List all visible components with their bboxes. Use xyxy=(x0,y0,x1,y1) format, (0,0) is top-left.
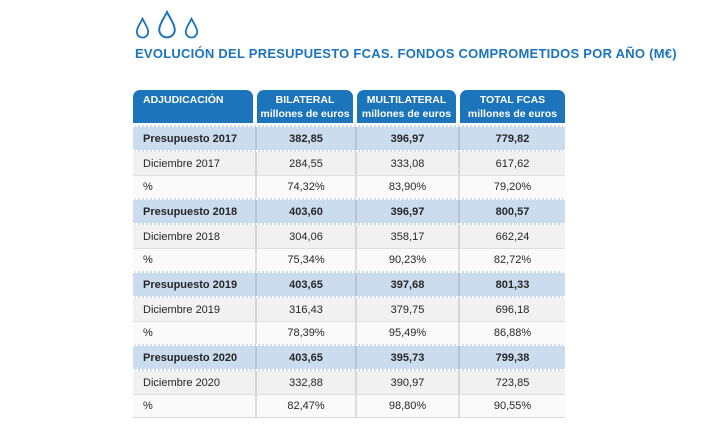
total-value-cell: 696,18 xyxy=(495,303,530,316)
total-value-cell: 779,82 xyxy=(495,132,530,145)
column-header-adjudicacion: ADJUDICACIÓN xyxy=(133,90,253,123)
multilateral-value-cell: 95,49% xyxy=(357,322,460,344)
bilateral-value-cell: 82,47% xyxy=(257,395,357,417)
table-header-row: ADJUDICACIÓN BILATERAL millones de euros… xyxy=(133,90,565,123)
bilateral-value-cell: 316,43 xyxy=(257,298,357,321)
table-row-diciembre-2017: Diciembre 2017 284,55 333,08 617,62 xyxy=(133,152,565,175)
page-title: EVOLUCIÓN DEL PRESUPUESTO FCAS. FONDOS C… xyxy=(135,46,677,61)
bilateral-value-cell: 78,39% xyxy=(257,322,357,344)
table-body: Presupuesto 2017 382,85 396,97 779,82 Di… xyxy=(133,125,565,418)
table-row-percent-2019: % 78,39% 95,49% 86,88% xyxy=(133,321,565,344)
bilateral-value-cell: 382,85 xyxy=(257,127,357,150)
total-value-cell: 723,85 xyxy=(495,376,530,389)
column-header-bilateral: BILATERAL millones de euros xyxy=(257,90,353,123)
total-value-cell: 86,88% xyxy=(493,327,532,339)
budget-table: ADJUDICACIÓN BILATERAL millones de euros… xyxy=(133,90,565,418)
table-row-diciembre-2019: Diciembre 2019 316,43 379,75 696,18 xyxy=(133,298,565,321)
drop-icon xyxy=(184,17,199,39)
row-label-cell: % xyxy=(133,176,257,198)
row-label-cell: % xyxy=(133,395,257,417)
column-sublabel: millones de euros xyxy=(467,107,558,120)
row-label-cell: Diciembre 2017 xyxy=(133,152,257,175)
column-header-multilateral: MULTILATERAL millones de euros xyxy=(357,90,456,123)
table-row-presupuesto-2019: Presupuesto 2019 403,65 397,68 801,33 xyxy=(133,271,565,298)
multilateral-value-cell: 379,75 xyxy=(357,298,460,321)
multilateral-value-cell: 397,68 xyxy=(357,273,460,296)
multilateral-value-cell: 390,97 xyxy=(357,371,460,394)
multilateral-value-cell: 333,08 xyxy=(357,152,460,175)
bilateral-value-cell: 304,06 xyxy=(257,225,357,248)
multilateral-value-cell: 396,97 xyxy=(357,200,460,223)
table-row-percent-2020: % 82,47% 98,80% 90,55% xyxy=(133,394,565,417)
multilateral-value-cell: 90,23% xyxy=(357,249,460,271)
total-value-cell: 82,72% xyxy=(493,254,532,266)
row-label-cell: Presupuesto 2018 xyxy=(133,200,257,223)
multilateral-value-cell: 98,80% xyxy=(357,395,460,417)
table-row-presupuesto-2018: Presupuesto 2018 403,60 396,97 800,57 xyxy=(133,198,565,225)
table-row-presupuesto-2020: Presupuesto 2020 403,65 395,73 799,38 xyxy=(133,344,565,371)
multilateral-value-cell: 395,73 xyxy=(357,346,460,369)
bilateral-value-cell: 403,65 xyxy=(257,273,357,296)
multilateral-value-cell: 396,97 xyxy=(357,127,460,150)
total-value-cell: 800,57 xyxy=(495,205,530,218)
column-label: MULTILATERAL xyxy=(366,94,447,106)
table-row-percent-2018: % 75,34% 90,23% 82,72% xyxy=(133,248,565,271)
drop-icon xyxy=(135,17,150,39)
document-header: EVOLUCIÓN DEL PRESUPUESTO FCAS. FONDOS C… xyxy=(135,8,680,61)
total-value-cell: 79,20% xyxy=(493,181,532,193)
table-row-diciembre-2020: Diciembre 2020 332,88 390,97 723,85 xyxy=(133,371,565,394)
bilateral-value-cell: 332,88 xyxy=(257,371,357,394)
column-sublabel: millones de euros xyxy=(361,107,452,120)
bilateral-value-cell: 74,32% xyxy=(257,176,357,198)
total-value-cell: 801,33 xyxy=(495,278,530,291)
multilateral-value-cell: 83,90% xyxy=(357,176,460,198)
row-label-cell: % xyxy=(133,249,257,271)
total-value-cell: 617,62 xyxy=(495,157,530,170)
table-row-presupuesto-2017: Presupuesto 2017 382,85 396,97 779,82 xyxy=(133,125,565,152)
table-row-percent-2017: % 74,32% 83,90% 79,20% xyxy=(133,175,565,198)
row-label-cell: Diciembre 2018 xyxy=(133,225,257,248)
row-label-cell: % xyxy=(133,322,257,344)
row-label-cell: Diciembre 2019 xyxy=(133,298,257,321)
bilateral-value-cell: 284,55 xyxy=(257,152,357,175)
total-value-cell: 90,55% xyxy=(493,400,532,412)
column-sublabel: millones de euros xyxy=(260,107,350,120)
drop-icon xyxy=(158,10,176,39)
bilateral-value-cell: 403,60 xyxy=(257,200,357,223)
table-row-diciembre-2018: Diciembre 2018 304,06 358,17 662,24 xyxy=(133,225,565,248)
row-label-cell: Presupuesto 2019 xyxy=(133,273,257,296)
total-value-cell: 662,24 xyxy=(495,230,530,243)
multilateral-value-cell: 358,17 xyxy=(357,225,460,248)
column-label: BILATERAL xyxy=(275,94,335,106)
column-header-total-fcas: TOTAL FCAS millones de euros xyxy=(460,90,565,123)
column-label: TOTAL FCAS xyxy=(479,94,546,106)
row-label-cell: Diciembre 2020 xyxy=(133,371,257,394)
row-label-cell: Presupuesto 2017 xyxy=(133,127,257,150)
bilateral-value-cell: 403,65 xyxy=(257,346,357,369)
total-value-cell: 799,38 xyxy=(495,351,530,364)
bilateral-value-cell: 75,34% xyxy=(257,249,357,271)
water-drops-icon xyxy=(135,8,680,39)
column-label: ADJUDICACIÓN xyxy=(143,94,224,106)
row-label-cell: Presupuesto 2020 xyxy=(133,346,257,369)
